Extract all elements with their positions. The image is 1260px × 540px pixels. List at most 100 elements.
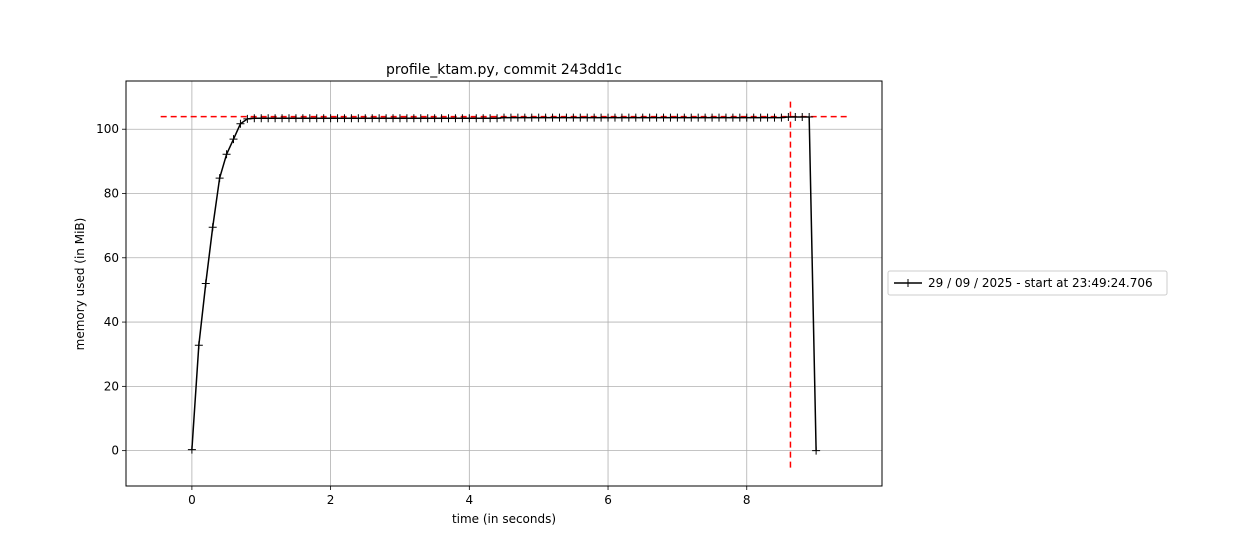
data-point-marker [513,113,522,122]
data-point-marker [472,114,481,123]
data-point-marker [284,114,293,123]
data-point-marker [319,114,328,123]
grid-lines [126,81,882,486]
data-point-marker [298,114,307,123]
data-point-marker [375,114,384,123]
data-point-marker [680,113,689,122]
data-point-marker [576,113,585,122]
legend-entry-label: 29 / 09 / 2025 - start at 23:49:24.706 [928,276,1153,290]
data-point-marker [437,114,446,123]
x-tick-label: 4 [466,493,474,507]
data-point-marker [430,114,439,123]
data-point-marker [208,223,217,232]
y-tick-label: 40 [104,315,119,329]
data-point-marker [409,114,418,123]
series-layer [187,113,821,455]
data-point-marker [493,114,502,123]
data-point-marker [652,113,661,122]
data-point-marker [812,446,821,455]
data-point-marker [326,114,335,123]
data-point-marker [770,113,779,122]
data-point-marker [361,114,370,123]
data-point-marker [257,114,266,123]
data-point-marker [187,445,196,454]
legend: 29 / 09 / 2025 - start at 23:49:24.706 [887,270,1168,296]
data-point-marker [548,113,557,122]
data-point-marker [194,341,203,350]
data-point-marker [416,114,425,123]
data-point-marker [777,113,786,122]
y-tick-label: 100 [96,122,119,136]
y-axis-label: memory used (in MiB) [73,218,87,351]
data-point-marker [701,113,710,122]
data-point-marker [583,113,592,122]
data-point-marker [243,114,252,123]
data-point-marker [791,113,800,121]
data-point-marker [229,135,238,144]
data-point-marker [604,113,613,122]
data-point-marker [291,114,300,123]
data-point-marker [756,113,765,122]
data-point-marker [687,113,696,122]
data-point-marker [312,114,321,123]
data-point-marker [354,114,363,123]
data-point-marker [264,114,273,123]
data-point-marker [541,113,550,122]
data-point-marker [479,114,488,123]
data-point-marker [721,113,730,122]
data-point-marker [368,114,377,123]
data-point-marker [527,113,536,122]
x-axis-label: time (in seconds) [452,512,556,526]
data-point-marker [728,113,737,122]
data-point-marker [631,113,640,122]
data-point-marker [402,114,411,123]
data-point-marker [520,113,529,122]
x-tick-label: 0 [188,493,196,507]
data-point-marker [590,113,599,122]
data-point-marker [638,113,647,122]
data-point-marker [617,113,626,122]
data-point-marker [250,114,259,123]
data-point-marker [624,113,633,122]
plot-frame [125,80,883,487]
data-point-marker [666,113,675,122]
data-point-marker [389,114,398,123]
data-point-marker [645,113,654,122]
data-point-marker [347,114,356,123]
data-point-marker [708,113,717,122]
data-point-marker [451,114,460,123]
data-point-marker [597,113,606,122]
data-point-marker [278,114,287,123]
data-point-marker [763,113,772,122]
data-point-marker [715,113,724,122]
data-point-marker [236,119,245,128]
data-point-marker [673,113,682,122]
data-point-marker [805,113,814,121]
data-point-marker [423,114,432,123]
data-point-marker [333,114,342,123]
data-point-marker [749,113,758,122]
data-point-marker [201,279,210,288]
y-tick-label: 60 [104,251,119,265]
data-point-marker [486,114,495,123]
data-point-marker [222,150,231,159]
data-point-marker [444,114,453,123]
x-tick-label: 6 [604,493,612,507]
data-point-marker [798,113,807,121]
data-point-marker [458,114,467,123]
data-point-marker [742,113,751,122]
y-tick-label: 80 [104,187,119,201]
x-tick-label: 8 [743,493,751,507]
data-point-marker [215,174,224,183]
data-point-marker [555,113,564,122]
data-point-marker [659,113,668,122]
data-point-marker [534,113,543,122]
x-tick-label: 2 [327,493,335,507]
data-point-marker [271,114,280,123]
data-point-marker [562,113,571,122]
data-point-marker [784,113,793,121]
data-point-marker [382,114,391,123]
